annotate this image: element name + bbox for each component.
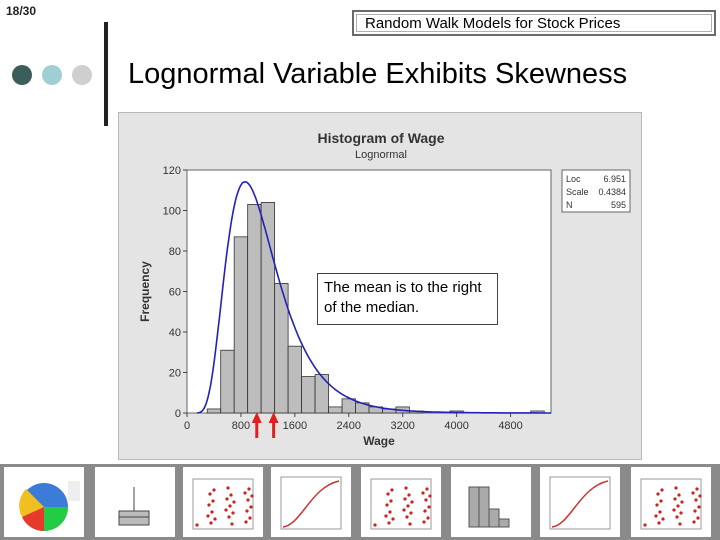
histogram-bar [220,349,235,414]
legend-box [561,169,631,213]
slide-number: 18/30 [6,4,37,18]
thumbnail-pie [4,467,84,537]
y-tick-label: 20 [169,368,181,380]
thumbnail-probability [271,467,351,537]
legend-label: N [566,200,573,210]
histogram-bar [301,376,316,414]
x-tick-label: 4000 [444,420,468,432]
dot-teal-icon [42,65,62,85]
thumbnail-boxplot [95,467,175,537]
legend-value: 595 [611,200,626,210]
slide-title: Lognormal Variable Exhibits Skewness [128,58,628,90]
y-axis-label: Frequency [138,261,152,322]
legend-value: 6.951 [603,174,626,184]
legend-label: Loc [566,174,581,184]
thumbnail-histogram [451,467,531,537]
thumbnail-scatter-eq [361,467,441,537]
histogram-bar [233,236,249,414]
x-tick-label: 1600 [283,420,307,432]
chart-subtitle: Lognormal [355,149,407,161]
histogram-bar [260,202,276,414]
vertical-divider [104,22,108,126]
histogram-bar [328,406,343,414]
fit-curve [197,180,551,414]
y-tick-label: 0 [175,408,181,420]
histogram-bar [314,374,329,414]
header-box: Random Walk Models for Stock Prices [352,10,716,36]
x-tick-label: 800 [232,420,250,432]
header-text: Random Walk Models for Stock Prices [356,14,712,32]
y-tick-label: 100 [163,206,181,218]
y-tick-label: 40 [169,327,181,339]
x-tick-label: 0 [184,420,190,432]
histogram-bar [247,204,262,414]
histogram-bar [341,398,356,414]
thumbnail-cdf [540,467,620,537]
annotation-callout: The mean is to the right of the median. [317,273,498,325]
y-tick-label: 80 [169,246,181,258]
legend-label: Scale [566,187,589,197]
dot-dark-icon [12,65,32,85]
y-tick-label: 120 [163,165,181,177]
thumbnail-scatter-hist [631,467,711,537]
x-tick-label: 3200 [390,420,414,432]
y-tick-label: 60 [169,287,181,299]
legend-value: 0.4384 [598,187,626,197]
thumbnail-strip [0,464,720,540]
x-axis-label: Wage [363,434,395,448]
histogram-bar [206,408,222,414]
x-tick-label: 4800 [498,420,522,432]
thumbnail-scatter [183,467,263,537]
histogram-bar [287,345,302,414]
x-tick-label: 2400 [337,420,361,432]
chart-title: Histogram of Wage [317,130,444,146]
dot-grey-icon [72,65,92,85]
